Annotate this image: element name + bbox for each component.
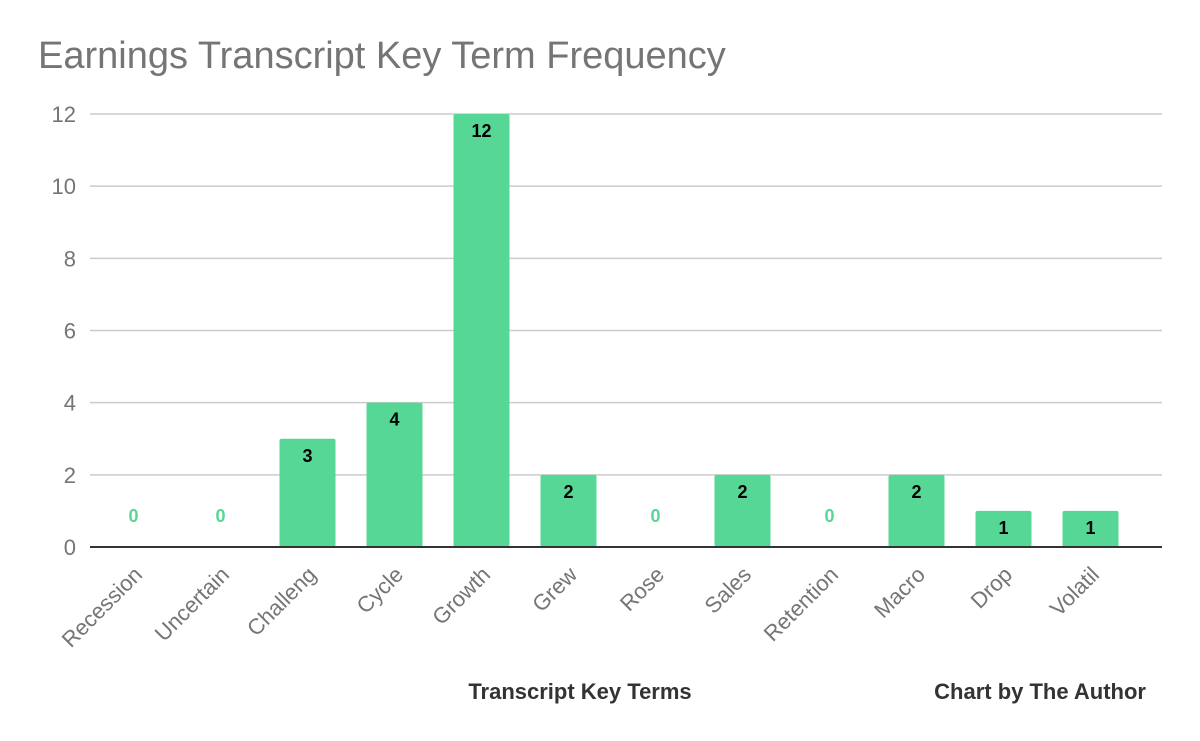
y-tick-label: 2 [64, 463, 76, 488]
x-tick-label: Retention [759, 562, 843, 646]
x-tick-label: Macro [869, 562, 930, 623]
data-label: 0 [215, 506, 225, 526]
data-label: 3 [302, 446, 312, 466]
x-axis-title: Transcript Key Terms [468, 679, 691, 704]
bar [453, 114, 510, 547]
bar [714, 474, 771, 547]
data-label: 2 [911, 482, 921, 502]
x-axis-ticks: Recession Uncertain Challeng Cycle Growth Gre… [57, 562, 1104, 652]
x-tick-label: Volatil [1045, 562, 1104, 621]
x-tick-label: Growth [427, 562, 495, 630]
gridlines [90, 113, 1162, 476]
data-label: 4 [389, 410, 399, 430]
y-tick-label: 0 [64, 535, 76, 560]
chart-credit: Chart by The Author [934, 679, 1146, 704]
bar [540, 474, 597, 547]
x-tick-label: Grew [527, 562, 582, 617]
x-tick-label: Recession [57, 562, 147, 652]
chart-title: Earnings Transcript Key Term Frequency [38, 35, 726, 77]
x-tick-label: Drop [966, 562, 1017, 613]
bar [975, 510, 1032, 547]
bars [279, 114, 1119, 547]
y-axis-ticks: 0 2 4 6 8 10 12 [52, 102, 76, 560]
x-tick-label: Cycle [351, 562, 408, 619]
x-tick-label: Challeng [242, 562, 321, 641]
data-label: 1 [1085, 518, 1095, 538]
y-tick-label: 4 [64, 391, 76, 416]
bar [888, 474, 945, 547]
bar [1062, 510, 1119, 547]
y-tick-label: 8 [64, 246, 76, 271]
x-tick-label: Rose [615, 562, 669, 616]
data-label: 1 [998, 518, 1008, 538]
y-tick-label: 10 [52, 174, 76, 199]
bar [279, 438, 336, 547]
y-tick-label: 12 [52, 102, 76, 127]
data-label: 0 [650, 506, 660, 526]
data-label: 2 [737, 482, 747, 502]
x-tick-label: Uncertain [150, 562, 234, 646]
data-label: 0 [128, 506, 138, 526]
data-label: 12 [471, 121, 491, 141]
bar [366, 402, 423, 547]
data-label: 0 [824, 506, 834, 526]
data-label: 2 [563, 482, 573, 502]
y-tick-label: 6 [64, 319, 76, 344]
x-tick-label: Sales [699, 562, 756, 619]
